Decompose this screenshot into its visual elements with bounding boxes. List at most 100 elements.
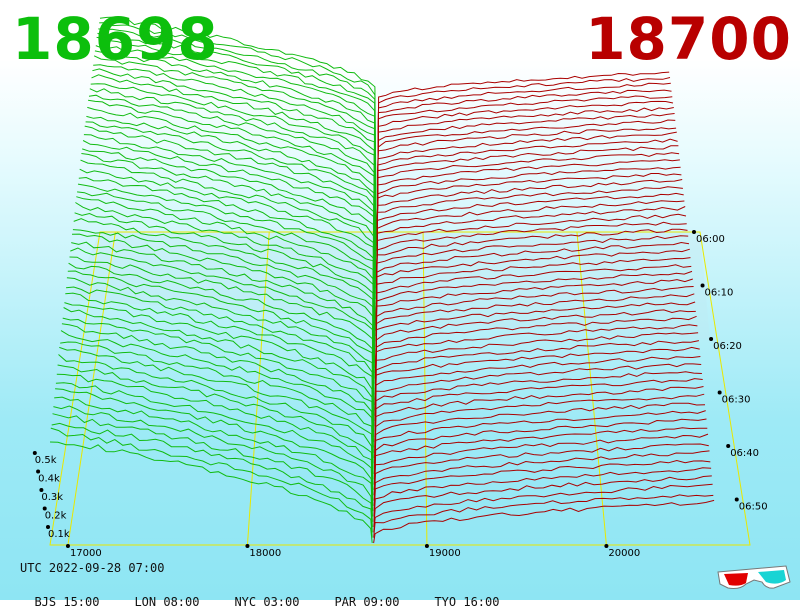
bid-depth-line: [82, 140, 376, 337]
bid-depth-line: [65, 292, 374, 448]
x-tick-mark: [245, 544, 250, 548]
bid-depth-line: [57, 364, 374, 496]
ask-depth-line: [376, 138, 678, 289]
y-tick-mark: [36, 469, 41, 474]
ask-depth-line: [374, 363, 702, 453]
time-tick-label: 06:30: [722, 395, 751, 406]
bid-depth-line: [68, 262, 375, 427]
bid-depth-line: [55, 388, 374, 512]
bid-depth-line: [66, 286, 374, 443]
ask-depth-line: [376, 82, 671, 241]
bid-depth-line: [62, 317, 374, 464]
time-tick-label: 06:10: [705, 288, 734, 299]
grid-line-x: [422, 231, 428, 546]
x-tick-label: 18000: [249, 548, 281, 559]
ask-depth-line: [376, 152, 680, 300]
ask-depth-line: [373, 494, 714, 538]
ask-depth-line: [376, 119, 676, 273]
ask-depth-line: [376, 159, 680, 305]
ask-price: 18700: [585, 5, 792, 73]
ask-depth-line: [373, 467, 712, 522]
clock-bjs: BJS 15:00: [34, 595, 100, 609]
bid-depth-line: [98, 28, 377, 241]
ask-depth-line: [376, 127, 677, 278]
ask-depth-line: [374, 371, 702, 459]
3d-glasses-icon[interactable]: [714, 562, 794, 592]
bid-depth-line: [53, 405, 373, 522]
clock-lon: LON 08:00: [134, 595, 200, 609]
ask-depth-line: [376, 89, 672, 246]
x-axis: 17000 18000 19000 20000: [65, 544, 640, 559]
y-tick-mark: [32, 451, 37, 455]
bid-depth-line: [63, 307, 374, 459]
ask-depth-line: [375, 166, 681, 310]
bid-depth-line: [95, 45, 377, 257]
bid-depth-line: [88, 94, 376, 300]
ask-depth-line: [373, 427, 708, 496]
ask-depth-line: [374, 301, 696, 411]
ask-depth-line: [373, 418, 707, 490]
bid-depth-line: [96, 36, 377, 252]
bid-depth-line: [90, 83, 376, 289]
bid-price: 18698: [12, 5, 219, 73]
bid-depth-line: [71, 233, 375, 406]
ask-depth-line: [376, 107, 674, 262]
bid-depth-line: [51, 422, 373, 533]
bid-depth-line: [67, 270, 375, 432]
bid-depth-line: [58, 354, 374, 490]
ask-depth-line: [375, 264, 692, 384]
time-axis: 06:00 06:10 06:20 06:30 06:40 06:50: [692, 230, 768, 513]
bid-depth-line: [61, 323, 374, 469]
x-tick-mark: [65, 544, 70, 548]
bid-depth-line: [52, 413, 373, 528]
clock-tyo: TYO 16:00: [434, 595, 500, 609]
ask-depth-line: [373, 410, 706, 485]
ask-depth-line: [374, 324, 698, 427]
bid-depth-line: [69, 256, 375, 422]
ask-depth-line: [375, 186, 683, 326]
time-tick-mark: [726, 444, 731, 449]
ask-depth-line: [373, 475, 712, 528]
ask-depth-line: [375, 235, 689, 363]
depth-lines: [49, 16, 715, 544]
ask-depth-line: [375, 179, 683, 321]
bid-depth-line: [50, 427, 373, 538]
bid-depth-line: [77, 191, 375, 374]
ask-depth-line: [375, 206, 686, 342]
ask-depth-line: [376, 77, 671, 236]
bid-depth-line: [66, 277, 374, 437]
y-tick-label: 0.1k: [48, 529, 70, 540]
bid-depth-line: [56, 373, 374, 501]
ask-depth-line: [375, 228, 688, 358]
bid-depth-line: [60, 330, 374, 475]
ask-depth-line: [374, 340, 699, 437]
bid-depth-line: [59, 346, 374, 485]
bid-depth-line: [93, 64, 377, 273]
y-tick-label: 0.4k: [38, 474, 60, 485]
ask-depth-line: [374, 278, 693, 395]
time-tick-mark: [709, 337, 714, 342]
ask-depth-line: [375, 200, 685, 337]
bid-depth-line: [94, 50, 377, 262]
bid-depth-line: [81, 153, 376, 347]
bid-depth-line: [82, 148, 376, 342]
y-tick-mark: [46, 525, 50, 529]
ask-depth-line: [375, 248, 690, 374]
time-tick-mark: [734, 497, 739, 502]
x-tick-label: 19000: [429, 548, 461, 559]
ask-depth-line: [373, 483, 713, 533]
ask-depth-line: [374, 356, 701, 448]
utc-time: UTC 2022-09-28 07:00: [20, 561, 165, 575]
bid-depth-line: [60, 341, 374, 480]
ask-depth-line: [376, 113, 675, 268]
bid-depth-line: [92, 68, 376, 278]
bid-depth-line: [76, 196, 375, 379]
bid-depth-line: [97, 32, 377, 246]
bid-depth-line: [99, 16, 377, 231]
y-tick-mark: [39, 488, 44, 492]
y-axis: 0.1k 0.2k 0.3k 0.4k 0.5k: [32, 451, 70, 540]
ask-depth-line: [376, 95, 673, 252]
ask-depth-line: [374, 309, 696, 416]
bid-depth-line: [71, 241, 375, 411]
